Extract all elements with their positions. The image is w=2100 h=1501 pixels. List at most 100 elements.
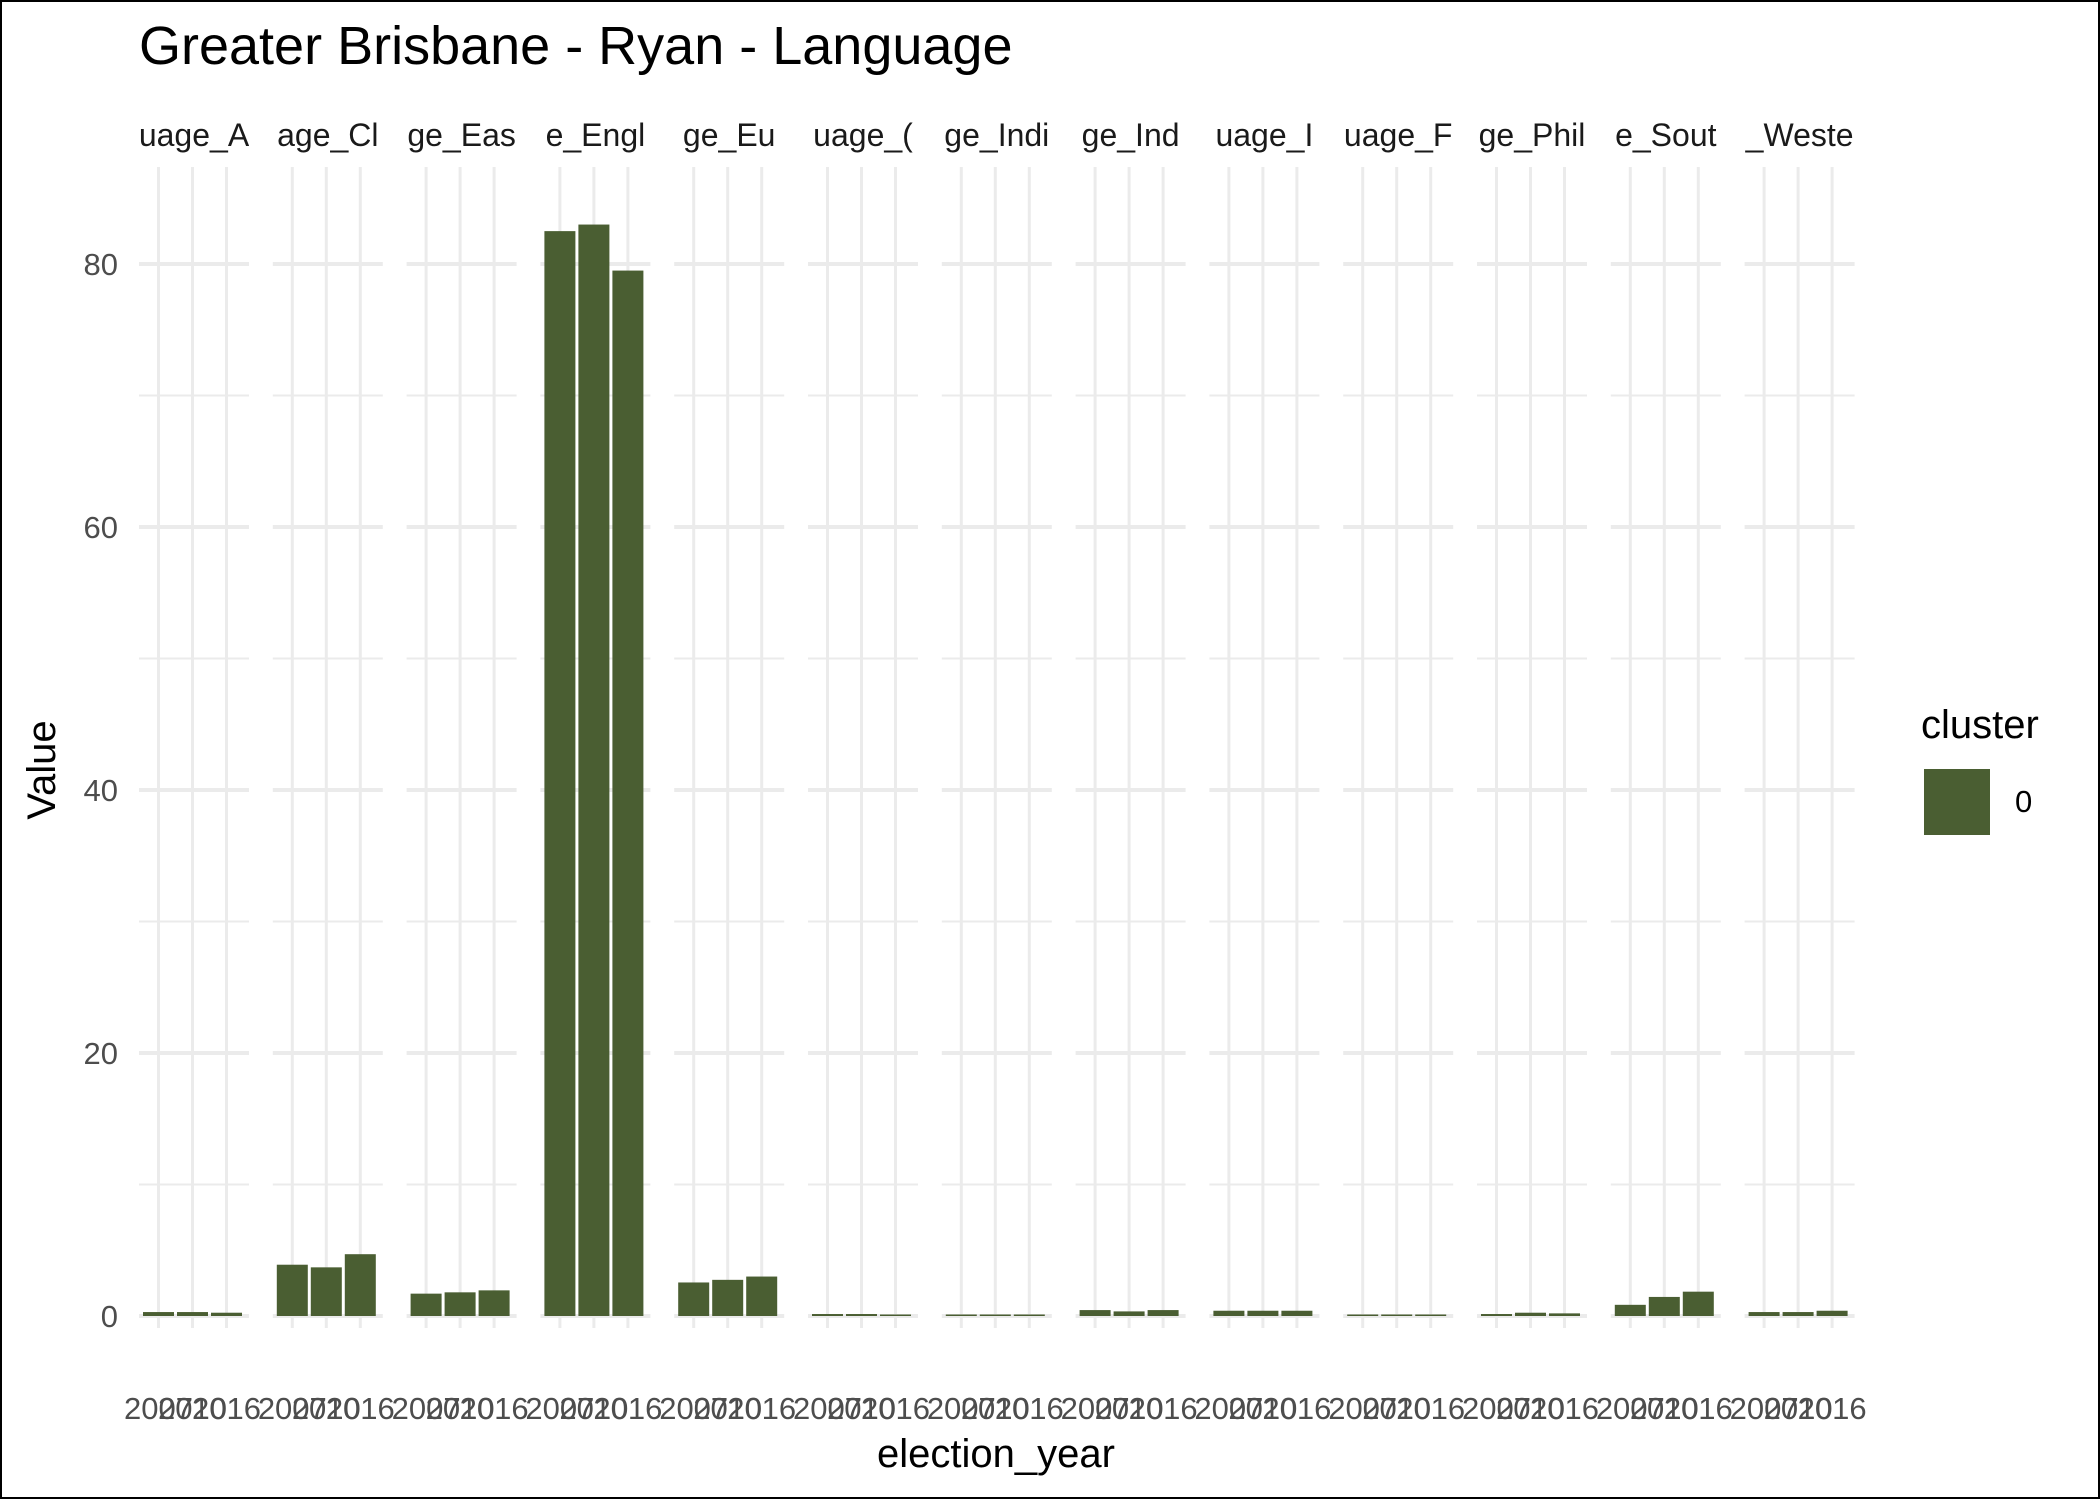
legend-title: cluster — [1921, 703, 2039, 747]
x-tick-label: 2007 — [793, 1391, 862, 1426]
x-tick-label: 2016 — [192, 1391, 261, 1426]
facet-label: uage_A — [139, 117, 250, 153]
bar — [1247, 1310, 1279, 1316]
x-tick-label: 2010 — [961, 1391, 1030, 1426]
bar — [177, 1312, 208, 1316]
x-tick-label: 2007 — [927, 1391, 996, 1426]
facet-label: uage_F — [1344, 117, 1453, 153]
x-tick-label: 2016 — [593, 1391, 662, 1426]
bar — [211, 1312, 242, 1316]
x-tick-label: 2016 — [1664, 1391, 1733, 1426]
y-axis-label: Value — [20, 720, 64, 819]
x-tick-label: 2007 — [525, 1391, 594, 1426]
x-tick-label: 2007 — [1730, 1391, 1799, 1426]
bar — [979, 1314, 1011, 1316]
x-tick-label: 2016 — [727, 1391, 796, 1426]
bar — [444, 1292, 476, 1316]
bar — [1415, 1314, 1447, 1316]
bar — [1213, 1310, 1245, 1316]
x-tick-label: 2007 — [1328, 1391, 1397, 1426]
bar — [880, 1314, 911, 1316]
x-axis-ticks: 2007201020162007201020162007201020162007… — [124, 1391, 1867, 1426]
x-tick-label: 2010 — [1362, 1391, 1431, 1426]
x-tick-label: 2010 — [559, 1391, 628, 1426]
bar — [612, 270, 644, 1317]
x-tick-label: 2016 — [995, 1391, 1064, 1426]
x-tick-label: 2016 — [326, 1391, 395, 1426]
bar — [1347, 1314, 1379, 1316]
bar — [1782, 1312, 1814, 1316]
bar — [712, 1279, 744, 1316]
x-tick-label: 2016 — [1396, 1391, 1465, 1426]
chart-title: Greater Brisbane - Ryan - Language — [139, 16, 1013, 76]
x-tick-label: 2016 — [460, 1391, 529, 1426]
bar — [945, 1314, 977, 1316]
grid — [139, 167, 1855, 1328]
x-tick-label: 2010 — [292, 1391, 361, 1426]
x-tick-label: 2010 — [1630, 1391, 1699, 1426]
bar — [276, 1264, 308, 1316]
bar — [1481, 1314, 1512, 1316]
facet-label: ge_Eas — [407, 117, 516, 153]
x-tick-label: 2010 — [1496, 1391, 1565, 1426]
x-tick-label: 2007 — [124, 1391, 193, 1426]
legend-key-label: 0 — [2015, 784, 2032, 819]
bar — [1682, 1291, 1714, 1316]
bar — [1748, 1312, 1780, 1316]
x-tick-label: 2016 — [1798, 1391, 1867, 1426]
x-tick-label: 2010 — [1228, 1391, 1297, 1426]
bar — [1648, 1296, 1680, 1316]
bar — [1381, 1314, 1413, 1316]
x-tick-label: 2007 — [392, 1391, 461, 1426]
bar — [678, 1282, 710, 1316]
bar — [143, 1312, 174, 1316]
facet-label: e_Engl — [546, 117, 646, 153]
facet-label: ge_Indi — [944, 117, 1049, 153]
bar — [1549, 1313, 1580, 1316]
legend-key-swatch — [1924, 769, 1990, 835]
facet-label: uage_I — [1215, 117, 1313, 153]
facet-label: ge_Eu — [683, 117, 776, 153]
x-tick-label: 2010 — [827, 1391, 896, 1426]
bar — [410, 1293, 442, 1316]
y-axis-ticks: 0 20 40 60 80 — [84, 247, 118, 1334]
y-tick-label: 20 — [84, 1036, 118, 1071]
facet-label: e_Sout — [1615, 117, 1717, 153]
x-tick-label: 2010 — [693, 1391, 762, 1426]
y-tick-label: 40 — [84, 773, 118, 808]
x-tick-label: 2016 — [1129, 1391, 1198, 1426]
bar — [578, 224, 610, 1316]
facet-label: ge_Ind — [1082, 117, 1180, 153]
bar — [1816, 1310, 1848, 1316]
x-tick-label: 2010 — [158, 1391, 227, 1426]
facet-label: uage_( — [813, 117, 913, 153]
x-tick-label: 2010 — [1764, 1391, 1833, 1426]
x-tick-label: 2007 — [258, 1391, 327, 1426]
bar — [1013, 1314, 1045, 1316]
bar — [310, 1267, 342, 1316]
x-tick-label: 2007 — [1194, 1391, 1263, 1426]
facet-label: age_Cl — [277, 117, 378, 153]
bar — [1147, 1310, 1179, 1316]
x-tick-label: 2007 — [1596, 1391, 1665, 1426]
x-tick-label: 2007 — [659, 1391, 728, 1426]
bar — [1079, 1310, 1111, 1316]
x-tick-label: 2016 — [1262, 1391, 1331, 1426]
y-tick-label: 0 — [101, 1299, 118, 1334]
facet-strips: uage_A age_Cl ge_Eas e_Engl ge_Eu uage_( ge_In… — [139, 117, 1854, 153]
bar — [1281, 1310, 1313, 1316]
y-tick-label: 80 — [84, 247, 118, 282]
x-tick-label: 2010 — [1095, 1391, 1164, 1426]
legend: cluster 0 — [1921, 703, 2039, 835]
x-tick-label: 2007 — [1061, 1391, 1130, 1426]
y-tick-label: 60 — [84, 510, 118, 545]
bar — [344, 1254, 376, 1316]
bars — [143, 224, 1848, 1317]
bar — [1614, 1304, 1646, 1316]
facet-label: _Weste — [1745, 117, 1854, 153]
bar — [1113, 1311, 1145, 1316]
x-tick-label: 2016 — [1530, 1391, 1599, 1426]
bar — [544, 231, 576, 1316]
